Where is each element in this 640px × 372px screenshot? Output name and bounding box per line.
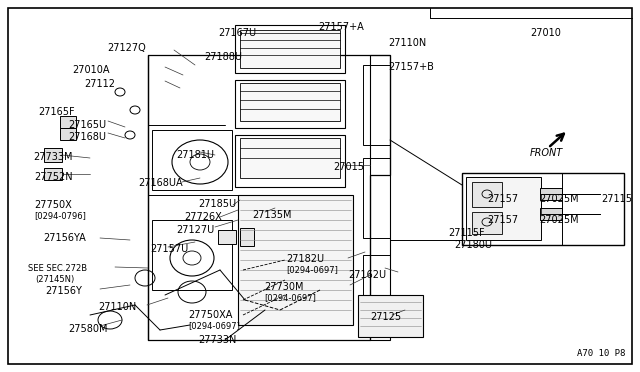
Text: 27165F: 27165F [38, 107, 75, 117]
Bar [466, 177, 541, 240]
Text: 27125: 27125 [370, 312, 401, 322]
Text: 27181U: 27181U [176, 150, 214, 160]
Text: 27135M: 27135M [252, 210, 291, 220]
Text: 27180U: 27180U [454, 240, 492, 250]
Text: 27168U: 27168U [68, 132, 106, 142]
Bar [44, 148, 62, 162]
Bar [358, 295, 423, 337]
Text: 27752N: 27752N [34, 172, 72, 182]
Bar [472, 212, 502, 234]
Bar [240, 228, 254, 246]
Bar [363, 158, 390, 238]
Text: 27127Q: 27127Q [107, 43, 146, 53]
Bar [44, 168, 62, 180]
Text: 27750XA: 27750XA [188, 310, 232, 320]
Text: 27165U: 27165U [68, 120, 106, 130]
Text: 27010: 27010 [530, 28, 561, 38]
Bar [235, 135, 345, 187]
Bar [152, 130, 232, 190]
Text: 27157+A: 27157+A [318, 22, 364, 32]
Text: 27156YA: 27156YA [43, 233, 86, 243]
Text: 27580M: 27580M [68, 324, 108, 334]
Text: 27112: 27112 [84, 79, 115, 89]
Bar [363, 65, 390, 145]
Text: 27110N: 27110N [388, 38, 426, 48]
Bar [240, 138, 340, 178]
Text: 27168UA: 27168UA [138, 178, 182, 188]
Bar [235, 80, 345, 128]
Text: 27157+B: 27157+B [388, 62, 434, 72]
Text: [0294-0697]: [0294-0697] [264, 293, 316, 302]
Text: A70 10 P8: A70 10 P8 [577, 349, 625, 358]
Text: 27185U: 27185U [198, 199, 236, 209]
Text: 27162U: 27162U [348, 270, 386, 280]
Text: 27188U: 27188U [204, 52, 242, 62]
Text: 27115: 27115 [601, 194, 632, 204]
Text: 27015: 27015 [333, 162, 364, 172]
Bar [60, 116, 76, 128]
Text: 27730M: 27730M [264, 282, 303, 292]
Text: 27726X: 27726X [184, 212, 221, 222]
Text: 27110N: 27110N [98, 302, 136, 312]
Text: 27156Y: 27156Y [45, 286, 82, 296]
Bar [540, 208, 562, 220]
Bar [472, 182, 502, 207]
Bar [235, 25, 345, 73]
Text: 27157U: 27157U [150, 244, 188, 254]
Text: [0294-0697]: [0294-0697] [188, 321, 240, 330]
Bar [238, 195, 353, 325]
Text: [0294-0697]: [0294-0697] [286, 265, 338, 274]
Text: 27157: 27157 [487, 215, 518, 225]
Text: 27115F: 27115F [448, 228, 484, 238]
Bar [240, 30, 340, 68]
Bar [240, 83, 340, 121]
Bar [363, 255, 390, 325]
Text: 27025M: 27025M [539, 194, 579, 204]
Bar [218, 230, 236, 244]
Text: 27157: 27157 [487, 194, 518, 204]
Text: FRONT: FRONT [530, 148, 563, 158]
Text: 27025M: 27025M [539, 215, 579, 225]
Text: SEE SEC.272B: SEE SEC.272B [28, 264, 87, 273]
Text: 27750X: 27750X [34, 200, 72, 210]
Bar [462, 173, 624, 245]
Text: 27733N: 27733N [198, 335, 236, 345]
Bar [152, 220, 232, 290]
Text: 27733M: 27733M [33, 152, 72, 162]
Text: 27127U: 27127U [176, 225, 214, 235]
Text: 27182U: 27182U [286, 254, 324, 264]
Text: 27010A: 27010A [72, 65, 109, 75]
Text: [0294-0796]: [0294-0796] [34, 211, 86, 220]
Text: 27167U: 27167U [218, 28, 256, 38]
Bar [540, 188, 562, 200]
Text: (27145N): (27145N) [35, 275, 74, 284]
Bar [60, 128, 76, 140]
